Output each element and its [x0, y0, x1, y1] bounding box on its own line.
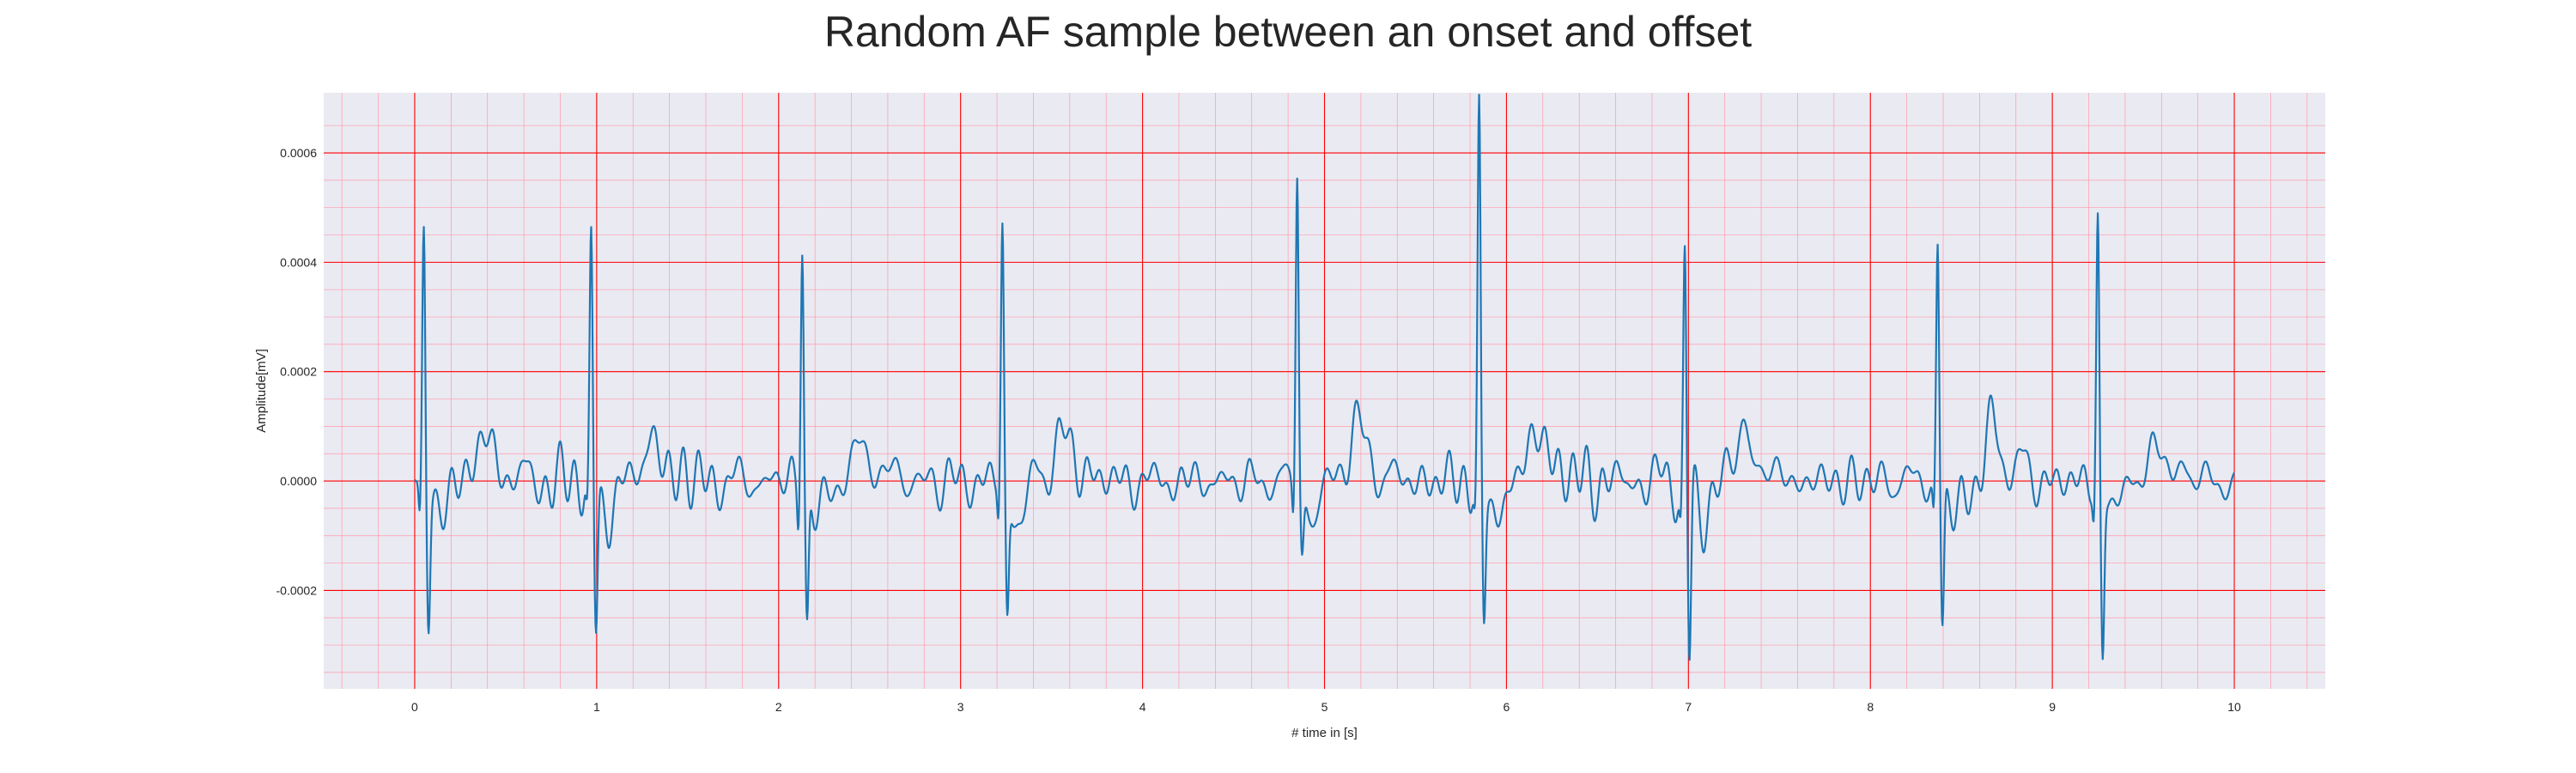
x-tick-label: 6 [1504, 700, 1510, 714]
major-grid [324, 93, 2325, 689]
y-axis-ticks: -0.0002 0.0000 0.0002 0.0004 0.0006 [276, 146, 318, 597]
x-tick-label: 5 [1321, 700, 1328, 714]
x-tick-label: 2 [775, 700, 782, 714]
x-tick-label: 3 [957, 700, 964, 714]
y-tick-label: 0.0006 [280, 146, 317, 160]
x-axis-ticks: 0 1 2 3 4 5 6 7 8 9 10 [411, 700, 2241, 714]
y-tick-label: 0.0002 [280, 365, 317, 379]
x-tick-label: 1 [593, 700, 600, 714]
x-tick-label: 0 [411, 700, 418, 714]
x-tick-label: 4 [1139, 700, 1146, 714]
y-tick-label: -0.0002 [276, 583, 318, 597]
ecg-signal-line [414, 94, 2235, 661]
x-tick-label: 9 [2049, 700, 2056, 714]
y-tick-label: 0.0000 [280, 474, 317, 488]
x-tick-label: 10 [2227, 700, 2241, 714]
x-axis-label: # time in [s] [1291, 726, 1358, 740]
y-axis-label: Amplitude[mV] [254, 349, 269, 433]
chart-title: Random AF sample between an onset and of… [823, 8, 1753, 56]
x-tick-label: 8 [1867, 700, 1874, 714]
x-tick-label: 7 [1685, 700, 1692, 714]
y-tick-label: 0.0004 [280, 255, 317, 269]
